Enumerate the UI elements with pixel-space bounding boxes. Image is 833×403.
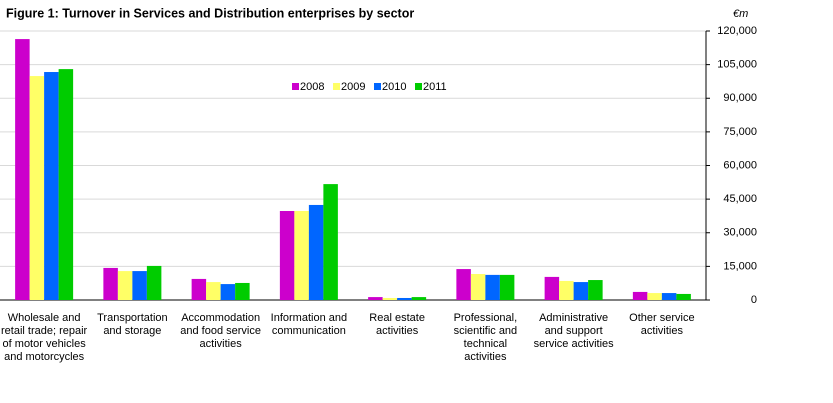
legend-swatch — [292, 83, 299, 90]
y-tick-label: 15,000 — [723, 260, 757, 272]
bar — [588, 280, 603, 300]
bar — [632, 291, 648, 300]
y-tick-label: 60,000 — [723, 159, 757, 171]
legend-swatch — [333, 83, 340, 90]
bar — [220, 284, 236, 300]
bar — [456, 269, 471, 300]
bar — [294, 211, 309, 300]
legend-label: 2011 — [423, 81, 447, 93]
bar — [559, 280, 574, 300]
y-tick-label: 120,000 — [717, 25, 757, 37]
y-tick-label: 30,000 — [723, 227, 757, 239]
legend-label: 2008 — [300, 81, 324, 93]
bar — [191, 278, 207, 300]
bar — [146, 265, 162, 300]
y-tick-label: 90,000 — [723, 92, 757, 104]
bar — [235, 282, 250, 300]
legend-swatch — [374, 83, 381, 90]
bar — [29, 76, 45, 301]
x-tick-label: Wholesale and retail trade; repair of mo… — [1, 312, 88, 363]
bar — [661, 293, 677, 300]
bar — [15, 39, 30, 300]
x-tick-label: Accommodation and food service activitie… — [180, 312, 261, 350]
x-tick-label: Other service activities — [629, 312, 695, 337]
legend-swatch — [415, 83, 422, 90]
bar — [206, 282, 221, 300]
bar — [103, 267, 118, 300]
bar — [382, 297, 398, 300]
unit-label: €m — [733, 8, 748, 20]
bar — [499, 274, 515, 300]
chart-title: Figure 1: Turnover in Services and Distr… — [6, 6, 414, 20]
bar — [573, 282, 589, 300]
x-tick-label: Real estate activities — [369, 312, 425, 337]
bar — [544, 276, 560, 300]
bar — [485, 274, 500, 300]
bar — [117, 271, 133, 300]
y-tick-label: 75,000 — [723, 126, 757, 138]
legend-label: 2010 — [382, 81, 406, 93]
bar — [58, 69, 74, 300]
bar — [368, 297, 383, 300]
x-tick-label: Professional, scientific and technical a… — [453, 312, 518, 363]
bar — [470, 273, 486, 300]
y-tick-label: 45,000 — [723, 193, 757, 205]
y-tick-label: 105,000 — [717, 59, 757, 71]
x-tick-label: Transportation and storage — [97, 312, 168, 337]
x-tick-label: Administrative and support service activ… — [533, 312, 614, 350]
bar — [397, 297, 412, 300]
legend-label: 2009 — [341, 81, 365, 93]
bar — [308, 204, 324, 300]
bar — [411, 297, 427, 300]
bar — [676, 293, 691, 300]
bar — [323, 184, 338, 300]
x-tick-label: Information and communication — [270, 312, 348, 337]
bar — [279, 211, 295, 300]
bar — [647, 293, 662, 300]
bar — [44, 72, 59, 301]
y-tick-label: 0 — [751, 294, 757, 306]
bar — [132, 271, 147, 300]
